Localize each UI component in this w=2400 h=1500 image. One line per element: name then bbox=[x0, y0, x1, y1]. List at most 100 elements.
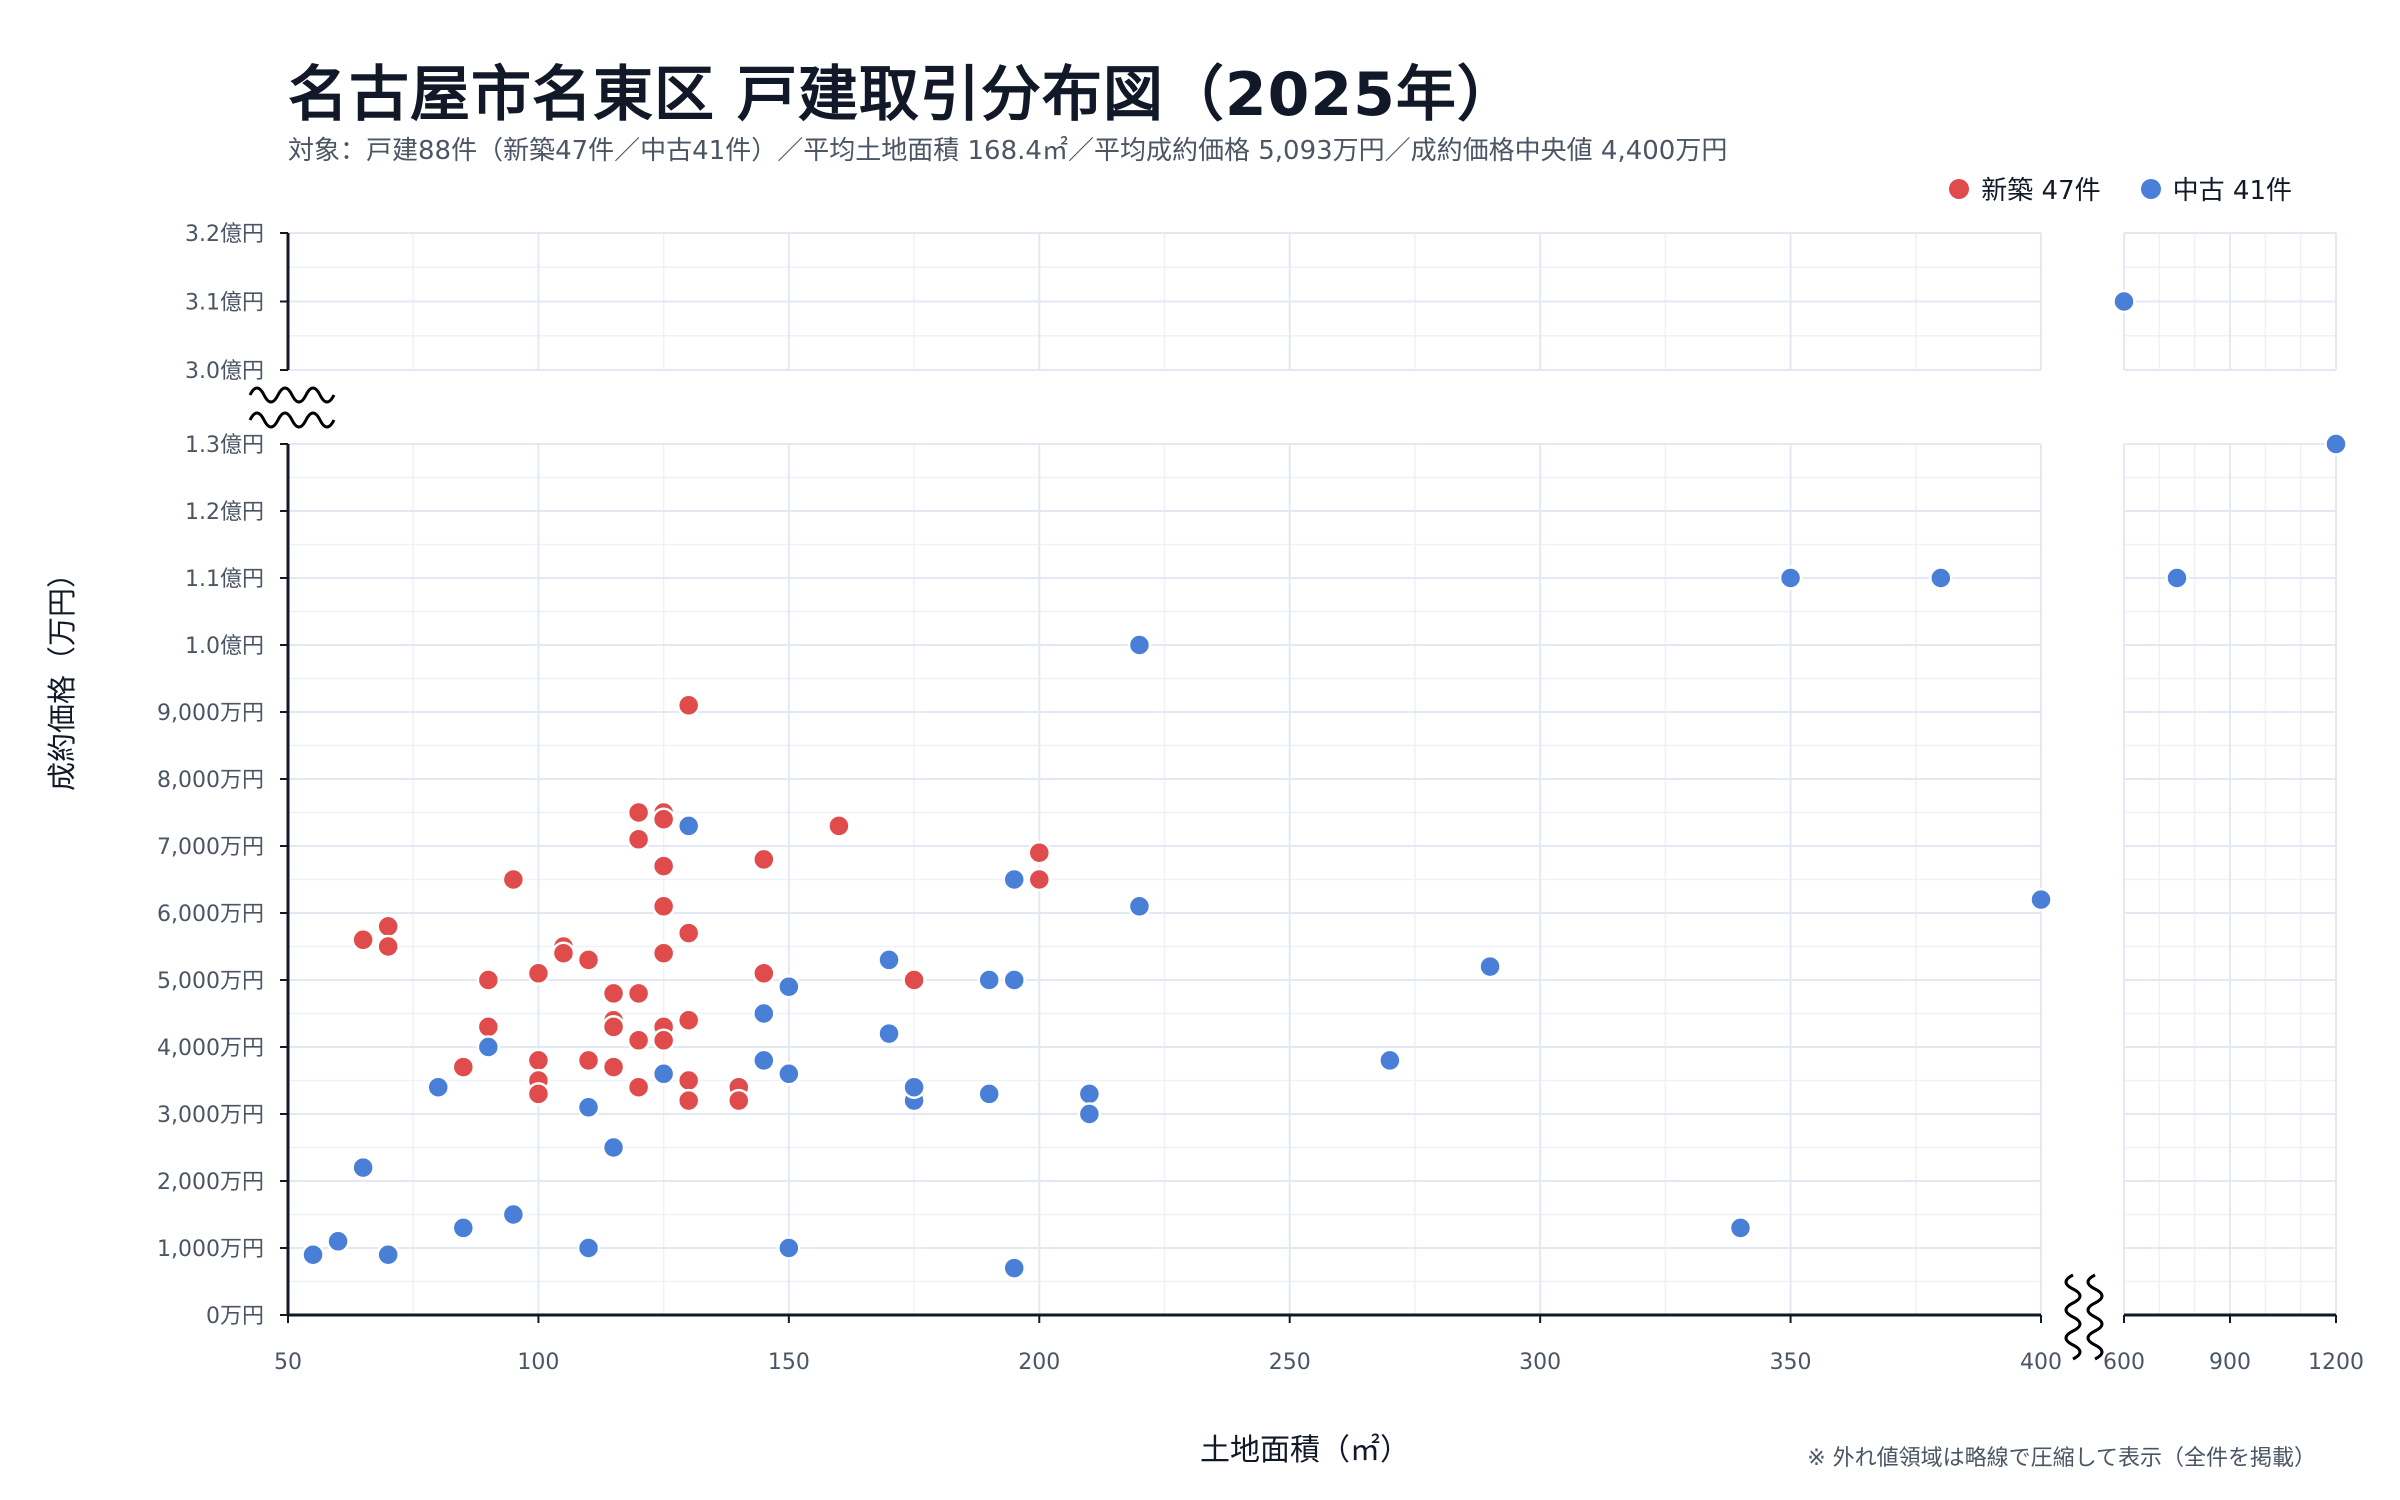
new-point bbox=[551, 941, 576, 965]
x-tick-label: 50 bbox=[274, 1350, 302, 1375]
used-point bbox=[902, 1075, 926, 1099]
used-point bbox=[501, 1202, 526, 1227]
used-point bbox=[451, 1216, 476, 1240]
y-tick-label: 7,000万円 bbox=[157, 835, 264, 860]
used-point bbox=[777, 974, 801, 999]
y-tick-label: 4,000万円 bbox=[157, 1036, 264, 1061]
new-point bbox=[626, 981, 651, 1006]
new-point bbox=[601, 1055, 626, 1079]
used-point bbox=[1728, 1216, 1753, 1240]
used-point bbox=[1002, 968, 1026, 992]
y-tick-label-upper: 3.1億円 bbox=[185, 291, 264, 316]
new-point bbox=[1027, 840, 1052, 865]
x-tick-label: 150 bbox=[768, 1350, 810, 1375]
x-axis-break-marker bbox=[2064, 1273, 2082, 1361]
new-point bbox=[601, 981, 626, 1006]
y-tick-label: 1,000万円 bbox=[157, 1237, 264, 1262]
used-point bbox=[777, 1236, 801, 1260]
new-point bbox=[501, 867, 526, 892]
new-point bbox=[827, 814, 851, 838]
y-tick-label: 1.1億円 bbox=[185, 567, 264, 592]
new-point bbox=[376, 934, 400, 959]
x-tick-label-right: 1200 bbox=[2308, 1350, 2364, 1375]
used-point bbox=[752, 1001, 776, 1026]
legend-marker-new bbox=[1949, 178, 1970, 199]
used-point bbox=[676, 814, 701, 838]
new-point bbox=[676, 1088, 701, 1113]
used-point bbox=[977, 968, 1001, 992]
new-point bbox=[351, 928, 375, 952]
legend-item-used[interactable]: 中古 41件 bbox=[2140, 170, 2292, 207]
y-tick-label: 1.3億円 bbox=[185, 433, 264, 458]
new-point bbox=[651, 807, 676, 831]
x-tick-label: 400 bbox=[2020, 1350, 2062, 1375]
new-point bbox=[451, 1055, 476, 1079]
y-tick-label: 8,000万円 bbox=[157, 768, 264, 793]
used-point bbox=[977, 1082, 1001, 1106]
x-tick-label-right: 600 bbox=[2103, 1350, 2145, 1375]
new-point bbox=[651, 894, 676, 919]
used-point bbox=[1778, 566, 1803, 590]
x-tick-label-right: 900 bbox=[2209, 1350, 2251, 1375]
y-tick-label: 6,000万円 bbox=[157, 902, 264, 927]
used-point bbox=[651, 1062, 676, 1086]
new-point bbox=[676, 1008, 701, 1032]
footnote: ※ 外れ値領域は略線で圧縮して表示（全件を掲載） bbox=[1807, 1446, 2316, 1471]
used-point bbox=[877, 948, 901, 972]
used-point bbox=[2029, 887, 2053, 912]
new-point bbox=[727, 1088, 751, 1113]
y-tick-label: 5,000万円 bbox=[157, 969, 264, 994]
new-point bbox=[376, 914, 400, 939]
y-tick-label: 2,000万円 bbox=[157, 1170, 264, 1195]
x-tick-label: 250 bbox=[1269, 1350, 1311, 1375]
used-point bbox=[1929, 566, 1953, 590]
used-point bbox=[1478, 954, 1502, 979]
new-point bbox=[526, 961, 551, 986]
new-point bbox=[676, 693, 701, 718]
used-point bbox=[1077, 1082, 1102, 1106]
used-point bbox=[426, 1075, 451, 1099]
used-point bbox=[476, 1035, 501, 1059]
used-point bbox=[2324, 432, 2348, 456]
new-point bbox=[626, 1075, 651, 1099]
new-point bbox=[1027, 867, 1052, 892]
new-point bbox=[576, 948, 601, 972]
used-point bbox=[1127, 894, 1152, 919]
new-point bbox=[526, 1082, 551, 1106]
new-point bbox=[526, 1048, 551, 1073]
used-point bbox=[1127, 633, 1152, 657]
chart-subtitle: 対象：戸建88件（新築47件／中古41件）／平均土地面積 168.4㎡／平均成約… bbox=[288, 136, 1728, 166]
new-point bbox=[476, 968, 501, 992]
new-point bbox=[626, 800, 651, 825]
new-point bbox=[752, 961, 776, 986]
new-point bbox=[576, 1048, 601, 1073]
x-tick-label: 100 bbox=[517, 1350, 559, 1375]
used-point bbox=[1378, 1048, 1402, 1073]
new-point bbox=[601, 1015, 626, 1039]
used-point bbox=[2112, 289, 2136, 314]
used-point bbox=[777, 1062, 801, 1086]
x-tick-label: 350 bbox=[1770, 1350, 1812, 1375]
legend: 新築 47件 中古 41件 bbox=[1949, 170, 2292, 207]
legend-label-new: 新築 47件 bbox=[1981, 176, 2101, 206]
y-tick-label-upper: 3.2億円 bbox=[185, 222, 264, 247]
x-axis-title: 土地面積（㎡） bbox=[1200, 1433, 1410, 1468]
y-tick-label: 1.2億円 bbox=[185, 500, 264, 525]
y-tick-label: 1.0億円 bbox=[185, 634, 264, 659]
y-tick-label: 9,000万円 bbox=[157, 701, 264, 726]
new-point bbox=[626, 827, 651, 852]
legend-item-new[interactable]: 新築 47件 bbox=[1949, 170, 2101, 207]
chart-title: 名古屋市名東区 戸建取引分布図（2025年） bbox=[288, 60, 1518, 130]
new-point bbox=[676, 1068, 701, 1093]
x-tick-label: 300 bbox=[1519, 1350, 1561, 1375]
new-point bbox=[651, 854, 676, 878]
new-point bbox=[676, 921, 701, 945]
new-point bbox=[902, 968, 926, 992]
used-point bbox=[1077, 1102, 1102, 1126]
used-point bbox=[301, 1242, 325, 1267]
used-point bbox=[1002, 867, 1026, 892]
new-point bbox=[626, 1028, 651, 1053]
used-point bbox=[752, 1048, 776, 1073]
y-tick-label: 0万円 bbox=[206, 1304, 264, 1329]
